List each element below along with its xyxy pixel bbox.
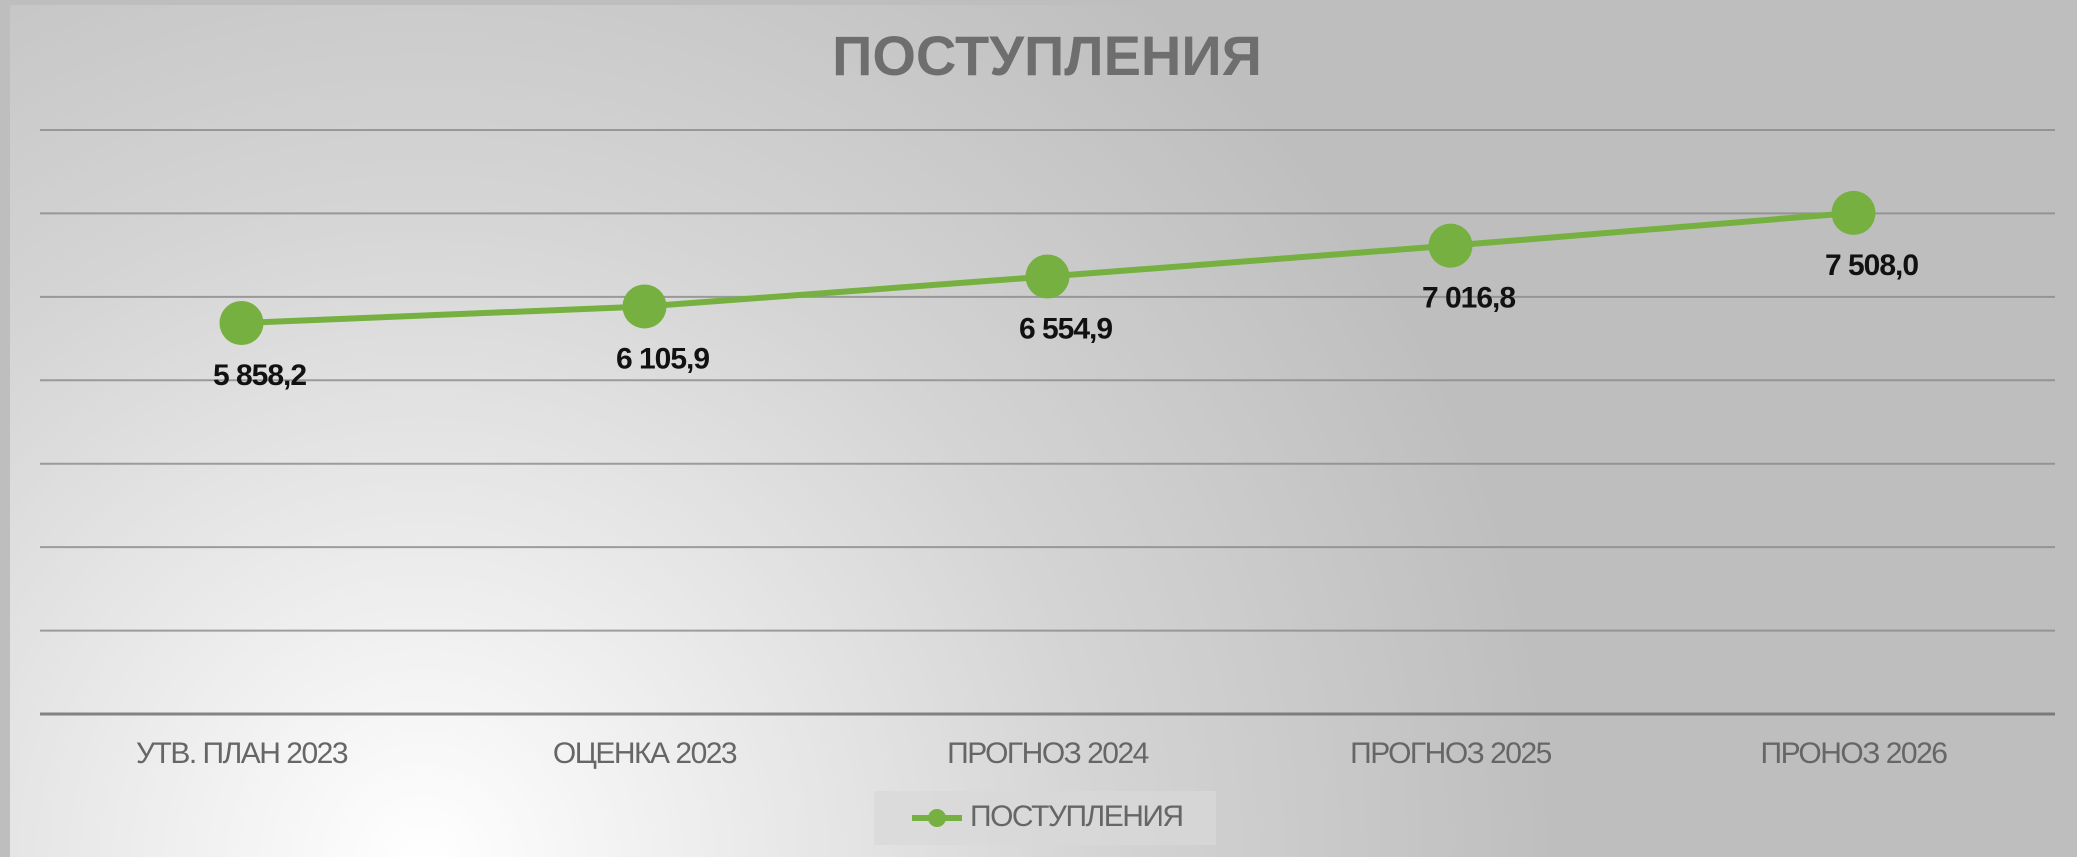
x-tick-label: УТВ. ПЛАН 2023 — [136, 737, 348, 770]
marker — [1025, 254, 1070, 299]
x-tick-label: ПРОНОЗ 2026 — [1761, 737, 1948, 770]
marker — [1428, 223, 1473, 268]
data-label: 5 858,2 — [213, 359, 306, 392]
data-label: 6 554,9 — [1019, 312, 1112, 345]
legend-marker — [928, 809, 946, 827]
chart-title: ПОСТУПЛЕНИЯ — [832, 24, 1262, 87]
legend-label: ПОСТУПЛЕНИЯ — [970, 800, 1183, 833]
data-label: 7 508,0 — [1825, 249, 1918, 282]
marker — [622, 284, 667, 329]
x-tick-label: ОЦЕНКА 2023 — [553, 737, 737, 770]
x-tick-label: ПРОГНОЗ 2025 — [1350, 737, 1552, 770]
marker — [219, 301, 264, 346]
marker — [1831, 190, 1876, 235]
x-tick-label: ПРОГНОЗ 2024 — [947, 737, 1149, 770]
data-label: 7 016,8 — [1422, 282, 1515, 315]
plot-background — [10, 5, 2077, 857]
data-label: 6 105,9 — [616, 342, 709, 375]
